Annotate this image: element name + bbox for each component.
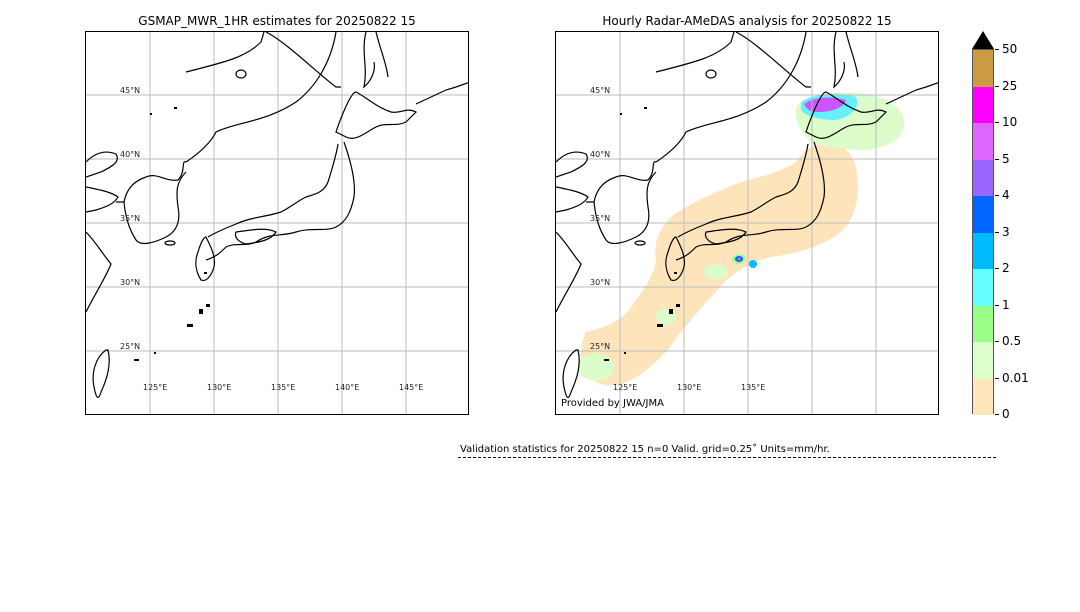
colorbar-seg-10-25 <box>973 87 993 123</box>
colorbar-tick-0.01: 0.01 <box>995 371 1029 385</box>
lon-label-130: 130°E <box>677 383 702 392</box>
colorbar-seg-0-001 <box>973 379 993 415</box>
lat-label-35: 35°N <box>120 214 141 223</box>
lon-label-135: 135°E <box>271 383 296 392</box>
islands <box>134 107 210 361</box>
right-map-canvas <box>556 32 938 414</box>
colorbar-tick-3: 3 <box>995 225 1010 239</box>
colorbar-tick-4: 4 <box>995 188 1010 202</box>
lat-label-35: 35°N <box>590 214 611 223</box>
colorbar-tick-50: 50 <box>995 42 1017 56</box>
lat-label-25: 25°N <box>120 342 141 351</box>
colorbar-tick-5: 5 <box>995 152 1010 166</box>
validation-divider <box>458 457 996 458</box>
colorbar-tick-1: 1 <box>995 298 1010 312</box>
colorbar-tick-0.5: 0.5 <box>995 334 1021 348</box>
colorbar-seg-001-05 <box>973 342 993 379</box>
colorbar-tick-10: 10 <box>995 115 1017 129</box>
coastlines <box>556 32 938 399</box>
right-map: 45°N 40°N 35°N 30°N 25°N 125°E 130°E 135… <box>555 31 939 415</box>
lon-label-140: 140°E <box>335 383 360 392</box>
left-map-canvas <box>86 32 468 414</box>
colorbar-seg-05-1 <box>973 306 993 342</box>
coastlines <box>86 32 468 399</box>
gridlines <box>86 32 468 414</box>
data-credit: Provided by JWA/JMA <box>561 398 664 409</box>
colorbar-extend-arrow <box>972 31 994 49</box>
lon-label-145: 145°E <box>399 383 424 392</box>
gridlines <box>556 32 938 414</box>
left-map-title: GSMAP_MWR_1HR estimates for 20250822 15 <box>138 14 416 28</box>
colorbar-seg-5-10 <box>973 123 993 160</box>
colorbar-seg-4-5 <box>973 160 993 196</box>
lat-label-45: 45°N <box>120 86 141 95</box>
colorbar-tick-25: 25 <box>995 79 1017 93</box>
colorbar <box>972 49 994 415</box>
validation-statistics: Validation statistics for 20250822 15 n=… <box>460 444 830 455</box>
lon-label-125: 125°E <box>143 383 168 392</box>
lon-label-125: 125°E <box>613 383 638 392</box>
lat-label-40: 40°N <box>590 150 611 159</box>
lat-label-45: 45°N <box>590 86 611 95</box>
lon-label-135: 135°E <box>741 383 766 392</box>
colorbar-seg-2-3 <box>973 233 993 269</box>
left-map: 45°N 40°N 35°N 30°N 25°N 125°E 130°E 135… <box>85 31 469 415</box>
colorbar-seg-1-2 <box>973 269 993 306</box>
lat-label-25: 25°N <box>590 342 611 351</box>
right-map-title: Hourly Radar-AMeDAS analysis for 2025082… <box>602 14 892 28</box>
lat-label-30: 30°N <box>120 278 141 287</box>
lat-label-40: 40°N <box>120 150 141 159</box>
lon-label-130: 130°E <box>207 383 232 392</box>
islands <box>604 107 680 361</box>
colorbar-seg-25-50 <box>973 50 993 87</box>
colorbar-tick-0: 0 <box>995 407 1010 421</box>
colorbar-tick-2: 2 <box>995 261 1010 275</box>
colorbar-seg-3-4 <box>973 196 993 233</box>
precip-field <box>578 92 905 386</box>
lat-label-30: 30°N <box>590 278 611 287</box>
